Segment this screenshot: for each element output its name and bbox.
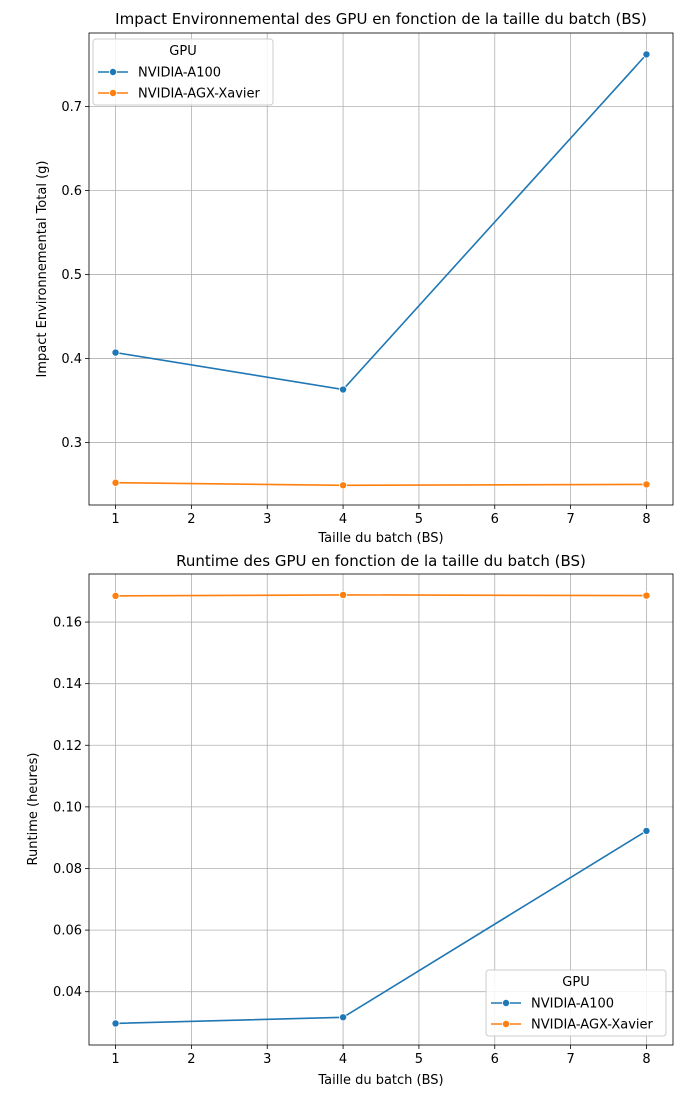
legend-label: NVIDIA-AGX-Xavier [531,1018,654,1033]
x-tick-label: 4 [339,1052,347,1067]
y-tick-label: 0.16 [53,616,82,631]
legend: GPU NVIDIA-A100 NVIDIA-AGX-Xavier [92,38,274,106]
legend-marker-NVIDIA-A100 [501,999,510,1008]
x-axis-label: Taille du batch (BS) [317,1073,443,1088]
chart-2: 1 2 3 4 5 6 7 8 0.04 0.06 0.08 0.10 0.12 0.14 0.16 Runt… [26,552,674,1088]
axes-frame [88,32,674,506]
y-tick-label: 0.5 [61,268,82,283]
chart-title: Runtime des GPU en fonction de la taille… [176,552,586,570]
legend-label: NVIDIA-AGX-Xavier [138,87,261,102]
data-point-NVIDIA-A100 [642,50,651,59]
x-tick-label: 3 [263,512,271,527]
x-tick-label: 3 [263,1052,271,1067]
data-point-NVIDIA-AGX-Xavier [339,590,348,599]
data-point-NVIDIA-A100 [339,385,348,394]
series-line-NVIDIA-AGX-Xavier [115,481,647,487]
x-tick-label: 6 [491,512,499,527]
y-tick-label: 0.10 [53,800,82,815]
data-point-NVIDIA-A100 [339,1013,348,1022]
x-tick-label: 5 [415,512,423,527]
legend-marker-NVIDIA-AGX-Xavier [109,89,118,98]
y-tick-label: 0.7 [61,100,82,115]
legend-label: NVIDIA-A100 [138,66,221,81]
y-axis-label: Impact Environnemental Total (g) [35,161,50,378]
data-point-NVIDIA-A100 [111,1019,120,1028]
x-axis-label: Taille du batch (BS) [317,531,443,546]
data-point-NVIDIA-AGX-Xavier [339,481,348,490]
y-tick-label: 0.06 [53,924,82,939]
data-point-NVIDIA-AGX-Xavier [642,480,651,489]
legend-label: NVIDIA-A100 [531,997,614,1012]
y-tick-label: 0.12 [53,739,82,754]
legend-title: GPU [169,44,196,59]
chart-1: 1 2 3 4 5 6 7 8 0.3 0.4 0.5 0.6 0.7 Impact Environnem… [35,10,674,546]
y-tick-label: 0.6 [61,184,82,199]
x-tick-label: 8 [642,1052,650,1067]
axes-frame [88,573,674,1046]
data-point-NVIDIA-AGX-Xavier [111,591,120,600]
data-point-NVIDIA-AGX-Xavier [642,591,651,600]
series-line-NVIDIA-AGX-Xavier [115,594,647,597]
legend-marker-NVIDIA-A100 [109,68,118,77]
x-tick-label: 7 [566,1052,574,1067]
y-tick-label: 0.04 [53,985,82,1000]
legend-title: GPU [562,975,589,990]
legend-marker-NVIDIA-AGX-Xavier [501,1020,510,1029]
y-tick-label: 0.14 [53,677,82,692]
legend-box [92,38,274,106]
x-tick-label: 2 [187,512,195,527]
data-point-NVIDIA-A100 [111,348,120,357]
chart-title: Impact Environnemental des GPU en foncti… [115,10,647,28]
x-tick-label: 1 [111,1052,119,1067]
x-tick-label: 7 [566,512,574,527]
data-point-NVIDIA-A100 [642,826,651,835]
legend-box [485,969,667,1037]
x-tick-label: 2 [187,1052,195,1067]
x-tick-label: 1 [111,512,119,527]
y-tick-label: 0.4 [61,352,82,367]
data-point-NVIDIA-AGX-Xavier [111,478,120,487]
x-tick-label: 5 [415,1052,423,1067]
y-tick-label: 0.08 [53,862,82,877]
x-tick-label: 8 [642,512,650,527]
x-tick-label: 4 [339,512,347,527]
y-tick-label: 0.3 [61,436,82,451]
x-tick-label: 6 [491,1052,499,1067]
legend: GPU NVIDIA-A100 NVIDIA-AGX-Xavier [485,969,667,1037]
y-axis-label: Runtime (heures) [26,753,41,866]
